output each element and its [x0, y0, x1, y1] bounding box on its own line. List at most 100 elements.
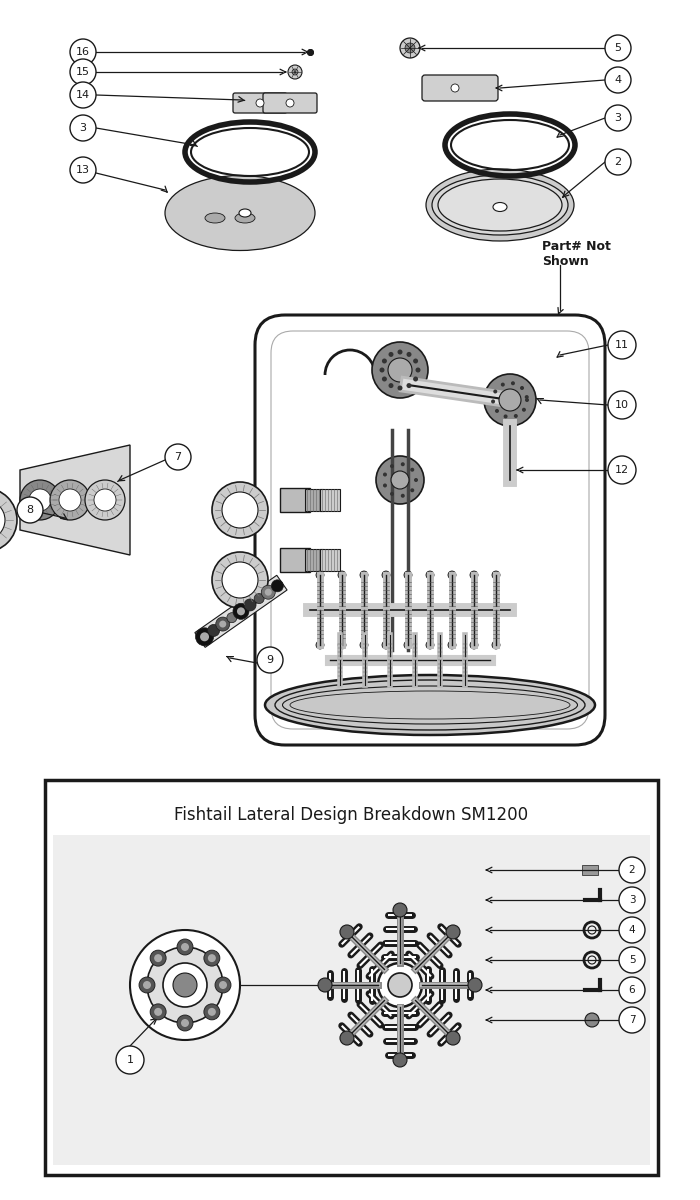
Circle shape [426, 641, 434, 649]
Circle shape [116, 1046, 144, 1074]
Text: 5: 5 [615, 43, 622, 53]
Circle shape [237, 607, 245, 616]
Circle shape [219, 982, 227, 989]
Circle shape [0, 488, 17, 552]
Circle shape [393, 1054, 407, 1067]
Circle shape [619, 917, 645, 943]
Circle shape [405, 43, 415, 53]
Text: 4: 4 [615, 74, 622, 85]
Text: 3: 3 [80, 122, 87, 133]
Circle shape [393, 902, 407, 917]
Bar [582, 865, 598, 875]
Circle shape [383, 473, 387, 476]
Circle shape [147, 947, 223, 1022]
Bar [280, 548, 310, 572]
Bar [320, 490, 340, 511]
Circle shape [212, 482, 268, 538]
Bar [320, 550, 340, 571]
Circle shape [391, 470, 409, 490]
Bar [45, 780, 658, 1175]
Circle shape [619, 977, 645, 1003]
Circle shape [619, 887, 645, 913]
Circle shape [143, 982, 151, 989]
Text: 4: 4 [629, 925, 636, 935]
Circle shape [484, 374, 536, 426]
Circle shape [261, 586, 275, 599]
Circle shape [382, 377, 387, 382]
Text: 9: 9 [267, 655, 274, 665]
Circle shape [59, 490, 81, 511]
Circle shape [494, 390, 497, 394]
FancyBboxPatch shape [255, 314, 605, 745]
Circle shape [150, 1004, 166, 1020]
Text: 12: 12 [615, 464, 629, 475]
Circle shape [222, 562, 258, 598]
Ellipse shape [426, 169, 574, 241]
Circle shape [204, 950, 220, 966]
Circle shape [470, 571, 478, 578]
Circle shape [85, 480, 125, 520]
Circle shape [446, 1031, 460, 1045]
Text: 5: 5 [629, 955, 636, 965]
Circle shape [70, 115, 96, 140]
Circle shape [414, 478, 418, 482]
Circle shape [20, 480, 60, 520]
Circle shape [177, 938, 193, 955]
Circle shape [379, 367, 384, 372]
Circle shape [257, 647, 283, 673]
Circle shape [227, 613, 237, 623]
Circle shape [413, 377, 418, 382]
Circle shape [216, 617, 230, 631]
Circle shape [413, 359, 418, 364]
Circle shape [390, 492, 394, 496]
Circle shape [619, 857, 645, 883]
Circle shape [605, 35, 631, 61]
Ellipse shape [493, 203, 507, 211]
Circle shape [468, 978, 482, 992]
Circle shape [338, 571, 346, 578]
Circle shape [163, 962, 207, 1007]
Circle shape [383, 484, 387, 487]
Circle shape [500, 383, 505, 386]
Circle shape [338, 641, 346, 649]
Circle shape [390, 464, 394, 468]
Text: 2: 2 [629, 865, 636, 875]
Circle shape [525, 398, 529, 402]
Circle shape [292, 68, 298, 74]
Circle shape [219, 620, 226, 628]
Circle shape [222, 492, 258, 528]
Circle shape [499, 389, 521, 410]
Circle shape [70, 82, 96, 108]
Circle shape [215, 977, 231, 994]
Circle shape [407, 352, 412, 356]
Circle shape [448, 641, 456, 649]
Circle shape [382, 571, 390, 578]
Text: 11: 11 [615, 340, 629, 350]
Circle shape [208, 624, 220, 636]
Text: 10: 10 [615, 400, 629, 410]
Circle shape [605, 104, 631, 131]
Circle shape [401, 493, 405, 498]
Circle shape [244, 599, 256, 611]
Circle shape [520, 386, 524, 390]
Circle shape [398, 349, 402, 354]
Circle shape [340, 925, 354, 938]
Bar [280, 488, 310, 512]
Circle shape [316, 641, 324, 649]
Circle shape [389, 383, 393, 388]
Circle shape [511, 382, 515, 385]
Text: 13: 13 [76, 164, 90, 175]
Circle shape [173, 973, 197, 997]
Circle shape [208, 1008, 216, 1016]
Circle shape [608, 331, 636, 359]
Circle shape [200, 632, 209, 641]
Text: 1: 1 [127, 1055, 134, 1066]
Ellipse shape [432, 175, 568, 235]
Circle shape [0, 500, 5, 540]
Text: Fishtail Lateral Design Breakdown SM1200: Fishtail Lateral Design Breakdown SM1200 [174, 806, 528, 824]
Circle shape [605, 149, 631, 175]
Circle shape [400, 38, 420, 58]
Circle shape [448, 571, 456, 578]
Circle shape [212, 552, 268, 608]
Circle shape [407, 383, 412, 388]
